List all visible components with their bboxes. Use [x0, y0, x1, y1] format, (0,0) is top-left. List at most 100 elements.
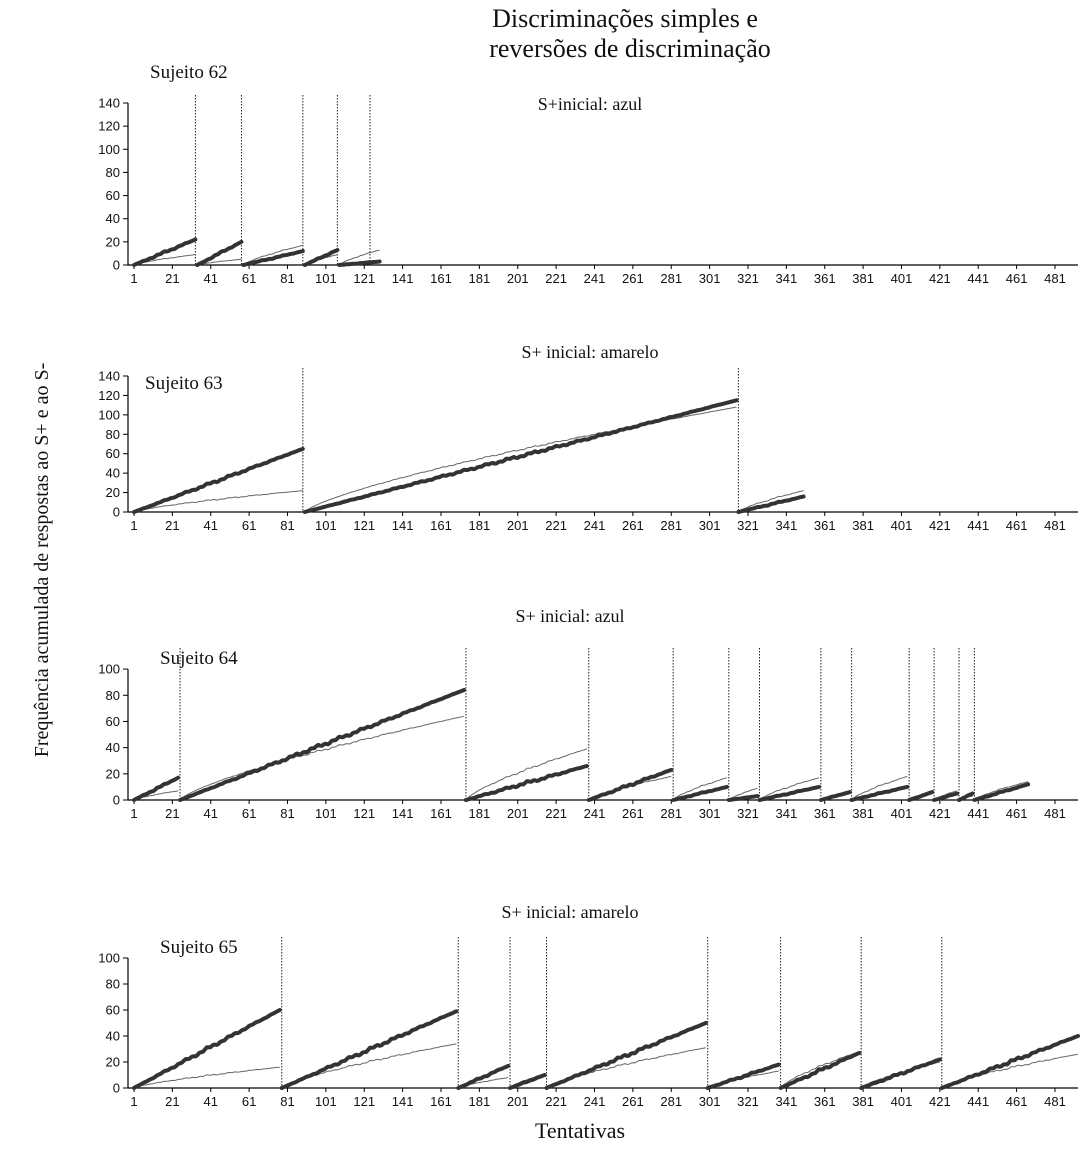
y-tick-label: 0: [113, 505, 120, 520]
y-tick-label: 20: [106, 1055, 120, 1070]
x-tick-label: 481: [1044, 806, 1066, 821]
x-tick-label: 481: [1044, 1094, 1066, 1109]
y-tick-label: 40: [106, 466, 120, 481]
x-tick-label: 101: [315, 1094, 337, 1109]
x-tick-label: 201: [507, 271, 529, 286]
y-tick-label: 80: [106, 688, 120, 703]
x-tick-label: 61: [242, 1094, 256, 1109]
x-tick-label: 221: [545, 1094, 567, 1109]
series-s-plus-line: [508, 1073, 547, 1090]
x-tick-label: 481: [1044, 518, 1066, 533]
x-tick-label: 81: [280, 518, 294, 533]
x-tick-label: 181: [469, 1094, 491, 1109]
x-tick-label: 361: [814, 518, 836, 533]
x-tick-label: 261: [622, 518, 644, 533]
x-tick-label: 121: [353, 806, 375, 821]
x-tick-label: 301: [699, 1094, 721, 1109]
x-tick-label: 161: [430, 271, 452, 286]
y-tick-label: 120: [98, 119, 120, 134]
x-tick-label: 61: [242, 806, 256, 821]
x-tick-label: 241: [584, 806, 606, 821]
x-tick-label: 81: [280, 1094, 294, 1109]
x-tick-label: 81: [280, 271, 294, 286]
series-s-plus-line: [726, 794, 760, 802]
panel-subject-label: Sujeito 65: [160, 937, 238, 958]
x-tick-label: 341: [776, 806, 798, 821]
x-tick-label: 281: [660, 1094, 682, 1109]
y-tick-label: 100: [98, 951, 120, 966]
x-tick-label: 421: [929, 1094, 951, 1109]
x-tick-label: 301: [699, 806, 721, 821]
series-s-plus-line: [849, 784, 910, 802]
panel-condition-label: S+inicial: azul: [538, 94, 643, 114]
panel-2: S+ inicial: amarelo Sujeito 63 0 20 40 60 80 10…: [98, 342, 1078, 533]
x-tick-label: 321: [737, 271, 759, 286]
x-tick-label: 261: [622, 1094, 644, 1109]
x-tick-label: 101: [315, 518, 337, 533]
y-tick-label: 80: [106, 977, 120, 992]
x-tick-label: 221: [545, 806, 567, 821]
panel-condition-label: S+ inicial: amarelo: [521, 342, 658, 362]
series-s-plus-line: [907, 790, 935, 802]
series-s-minus-line: [851, 775, 908, 801]
series-s-minus-line: [465, 748, 587, 801]
series-s-plus-line: [241, 249, 305, 267]
panel-subject-label: Sujeito 64: [160, 648, 238, 669]
series-s-minus-line: [133, 490, 303, 513]
y-tick-label: 60: [106, 446, 120, 461]
x-tick-label: 41: [204, 1094, 218, 1109]
panel-subject-label: Sujeito 62: [150, 62, 228, 83]
series-s-plus-line: [972, 782, 1031, 802]
y-tick-label: 120: [98, 388, 120, 403]
y-tick-label: 0: [113, 1081, 120, 1096]
series-s-plus-line: [859, 1057, 942, 1090]
x-tick-label: 1: [130, 1094, 137, 1109]
x-tick-label: 161: [430, 806, 452, 821]
x-tick-label: 181: [469, 518, 491, 533]
x-tick-label: 241: [584, 1094, 606, 1109]
x-tick-label: 121: [353, 518, 375, 533]
x-tick-label: 381: [852, 1094, 874, 1109]
x-tick-label: 261: [622, 806, 644, 821]
y-tick-label: 100: [98, 407, 120, 422]
x-tick-label: 361: [814, 271, 836, 286]
series-s-minus-line: [759, 777, 820, 801]
x-tick-label: 1: [130, 271, 137, 286]
x-tick-label: 441: [967, 1094, 989, 1109]
x-tick-label: 21: [165, 518, 179, 533]
x-tick-label: 341: [776, 1094, 798, 1109]
series-s-plus-line: [132, 775, 181, 802]
x-tick-label: 461: [1006, 518, 1028, 533]
x-tick-label: 81: [280, 806, 294, 821]
y-tick-label: 80: [106, 427, 120, 442]
x-tick-label: 41: [204, 806, 218, 821]
y-tick-label: 140: [98, 369, 120, 384]
x-tick-label: 381: [852, 518, 874, 533]
x-tick-label: 461: [1006, 271, 1028, 286]
series-s-plus-line: [337, 259, 382, 267]
series-s-minus-line: [738, 490, 804, 513]
x-tick-label: 401: [891, 518, 913, 533]
series-s-plus-line: [736, 494, 806, 514]
x-tick-label: 161: [430, 518, 452, 533]
x-tick-label: 321: [737, 518, 759, 533]
series-s-minus-line: [179, 715, 465, 801]
y-tick-label: 0: [113, 258, 120, 273]
series-s-minus-line: [338, 249, 380, 266]
x-tick-label: 421: [929, 806, 951, 821]
series-s-plus-line: [586, 767, 674, 802]
series-s-plus-line: [705, 1062, 781, 1090]
x-tick-label: 1: [130, 806, 137, 821]
x-tick-label: 361: [814, 1094, 836, 1109]
panel-condition-label: S+ inicial: azul: [515, 606, 624, 626]
y-tick-label: 20: [106, 485, 120, 500]
x-tick-label: 21: [165, 271, 179, 286]
y-tick-label: 60: [106, 714, 120, 729]
x-tick-label: 441: [967, 806, 989, 821]
x-tick-label: 241: [584, 518, 606, 533]
x-tick-label: 61: [242, 271, 256, 286]
y-tick-label: 20: [106, 766, 120, 781]
